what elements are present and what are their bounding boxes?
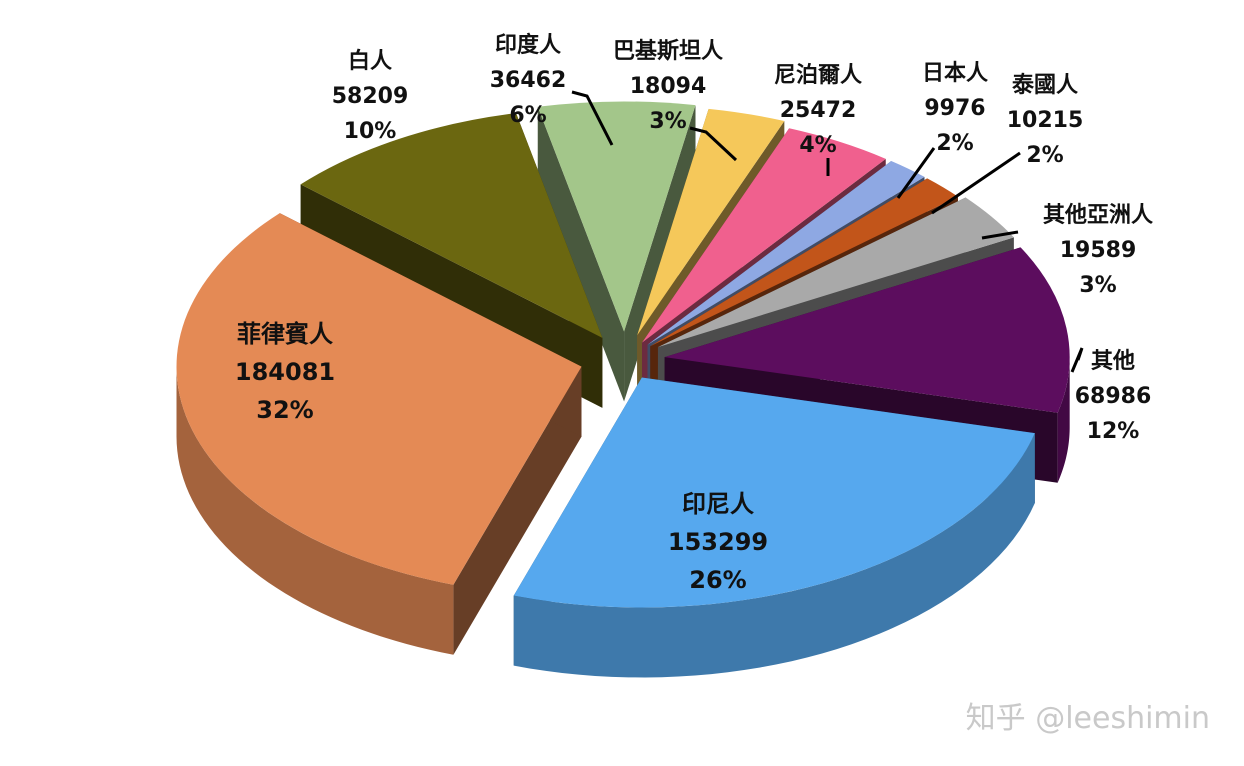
leader-line-8 [981, 230, 1019, 240]
slice-label-2: 白人 58209 10% [332, 48, 409, 144]
leader-line-4 [689, 126, 738, 162]
slice-name: 日本人 [922, 61, 988, 86]
slice-percent: 6% [509, 103, 546, 128]
slice-label-9: 其他 68986 12% [1075, 349, 1152, 444]
slice-label-3: 印度人 36462 6% [490, 32, 567, 128]
slice-label-5: 尼泊爾人 25472 4% [774, 63, 862, 158]
slice-percent: 10% [344, 119, 397, 144]
slice-percent: 2% [936, 131, 973, 156]
slice-percent: 3% [1079, 273, 1116, 298]
slice-label-7: 泰國人 10215 2% [1007, 73, 1084, 168]
slice-percent: 2% [1026, 143, 1063, 168]
leader-line-6 [896, 147, 936, 199]
slice-label-1: 菲律賓人 184081 32% [235, 320, 335, 424]
slice-label-4: 巴基斯坦人 18094 3% [613, 38, 723, 134]
slice-value: 18094 [630, 74, 707, 99]
slice-name: 印尼人 [682, 490, 754, 518]
slice-value: 68986 [1075, 384, 1152, 409]
slice-label-0: 印尼人 153299 26% [668, 490, 768, 594]
slice-label-6: 日本人 9976 2% [922, 61, 988, 156]
leader-line-7 [931, 151, 1021, 215]
pie-slice-0 [513, 377, 1035, 678]
slice-name: 其他亞洲人 [1043, 203, 1153, 228]
slice-value: 19589 [1060, 238, 1137, 263]
slice-value: 36462 [490, 68, 567, 93]
slice-percent: 32% [256, 396, 313, 424]
leader-line-9 [1070, 347, 1084, 373]
slice-percent: 26% [689, 566, 746, 594]
slice-name: 巴基斯坦人 [613, 38, 723, 64]
slice-value: 184081 [235, 358, 335, 386]
slice-value: 10215 [1007, 108, 1084, 133]
leader-line-3 [571, 90, 614, 146]
slice-label-8: 其他亞洲人 19589 3% [1043, 203, 1153, 298]
watermark: 知乎 @leeshimin [966, 701, 1210, 736]
slice-percent: 12% [1087, 419, 1140, 444]
pie-slice-1 [176, 213, 582, 655]
slice-value: 58209 [332, 84, 409, 109]
slice-percent: 3% [649, 109, 686, 134]
slice-value: 25472 [780, 98, 857, 123]
slice-name: 印度人 [495, 32, 561, 58]
slice-name: 泰國人 [1011, 73, 1078, 98]
slice-value: 9976 [924, 96, 985, 121]
slice-name: 其他 [1091, 349, 1135, 374]
slice-value: 153299 [668, 528, 768, 556]
slice-percent: 4% [799, 133, 836, 158]
slice-name: 白人 [348, 48, 392, 74]
slice-name: 尼泊爾人 [774, 63, 862, 88]
slice-name: 菲律賓人 [237, 320, 333, 348]
